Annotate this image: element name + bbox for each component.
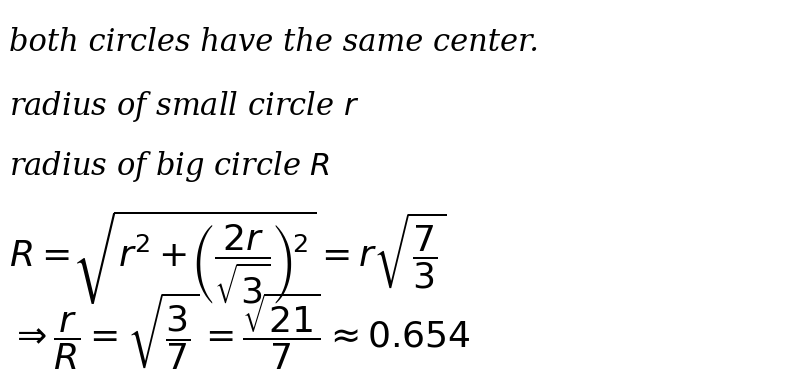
Text: $R=\!\sqrt{r^2+\!\left(\dfrac{2r}{\sqrt{3}}\right)^{\!2}}=r\sqrt{\dfrac{7}{3}}$: $R=\!\sqrt{r^2+\!\left(\dfrac{2r}{\sqrt{…: [10, 209, 446, 307]
Text: radius of small circle $r$: radius of small circle $r$: [10, 89, 360, 124]
Text: radius of big circle $R$: radius of big circle $R$: [10, 149, 330, 184]
Text: $\Rightarrow\dfrac{r}{R}=\sqrt{\dfrac{3}{7}}=\dfrac{\sqrt{21}}{7}\approx 0.654$: $\Rightarrow\dfrac{r}{R}=\sqrt{\dfrac{3}…: [10, 290, 471, 373]
Text: both circles have the same center.: both circles have the same center.: [10, 27, 539, 58]
